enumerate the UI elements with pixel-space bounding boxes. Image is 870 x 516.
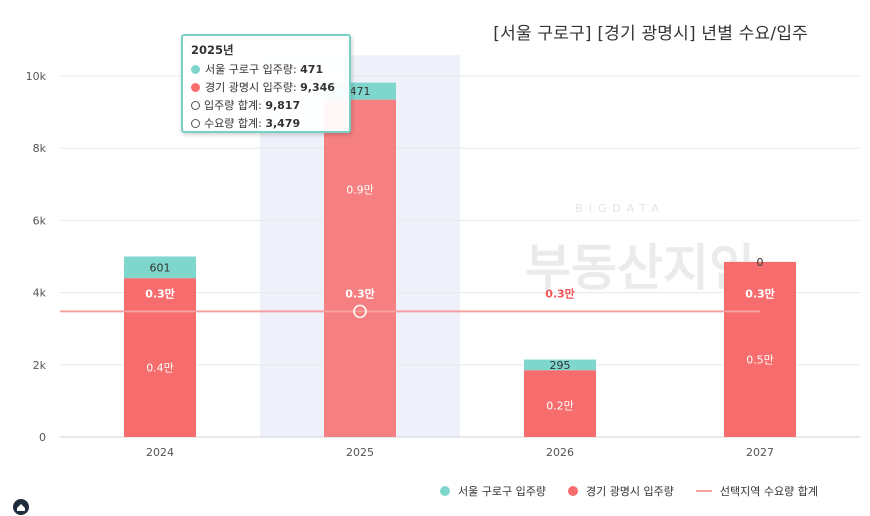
demand-point-label: 0.3만 bbox=[545, 286, 575, 300]
red-dot-icon bbox=[567, 486, 578, 496]
tooltip-row-gyeonggi: 경기 광명시 입주량: 9,346 bbox=[191, 79, 341, 97]
x-tick-label: 2025 bbox=[346, 446, 374, 459]
tooltip-value: 471 bbox=[300, 63, 324, 76]
tooltip-row-supply-total: 입주량 합계: 9,817 bbox=[191, 97, 341, 115]
tooltip-header: 2025년 bbox=[191, 43, 234, 57]
legend-item-seoul[interactable]: 서울 구로구 입주량 bbox=[440, 483, 546, 499]
seoul-value-label: 0 bbox=[757, 256, 764, 269]
bar-gyeonggi bbox=[324, 99, 396, 437]
seoul-value-label: 295 bbox=[550, 359, 571, 372]
tooltip-row-seoul: 서울 구로구 입주량: 471 bbox=[191, 61, 341, 79]
bar-gyeonggi bbox=[124, 278, 196, 437]
teal-dot-icon bbox=[191, 65, 200, 74]
demand-point-label: 0.3만 bbox=[345, 286, 375, 300]
demand-point-label: 0.3만 bbox=[745, 286, 775, 300]
x-tick-label: 2026 bbox=[546, 446, 574, 459]
bar-seoul bbox=[124, 256, 196, 279]
legend-item-gyeonggi[interactable]: 경기 광명시 입주량 bbox=[567, 483, 674, 499]
tooltip: 2025년 서울 구로구 입주량: 471 경기 광명시 입주량: 9,346 … bbox=[181, 34, 351, 133]
tooltip-label: 입주량 합계: bbox=[204, 99, 266, 112]
ring-icon bbox=[191, 101, 200, 110]
legend-label: 선택지역 수요량 합계 bbox=[719, 485, 818, 498]
watermark: 부동산지인 bbox=[525, 239, 755, 297]
demand-point-label: 0.3만 bbox=[145, 286, 175, 300]
y-tick-label: 6k bbox=[33, 214, 47, 227]
teal-dot-icon bbox=[440, 486, 450, 496]
tooltip-label: 서울 구로구 입주량: bbox=[205, 63, 301, 76]
seoul-value-label: 601 bbox=[150, 261, 171, 274]
tooltip-value: 3,479 bbox=[265, 117, 301, 130]
seoul-value-label: 471 bbox=[350, 85, 371, 98]
y-tick-label: 4k bbox=[33, 287, 47, 300]
x-tick-label: 2024 bbox=[146, 446, 174, 459]
gyeonggi-value-label: 0.2만 bbox=[546, 400, 574, 413]
gyeonggi-value-label: 0.5만 bbox=[746, 353, 774, 366]
legend-item-demand[interactable]: 선택지역 수요량 합계 bbox=[695, 483, 818, 499]
y-tick-label: 8k bbox=[33, 142, 47, 155]
demand-hover-marker bbox=[353, 304, 367, 319]
legend-label: 경기 광명시 입주량 bbox=[585, 485, 674, 498]
red-dot-icon bbox=[191, 83, 200, 92]
legend-label: 서울 구로구 입주량 bbox=[458, 485, 546, 498]
gyeonggi-value-label: 0.9만 bbox=[346, 184, 374, 197]
tooltip-row-demand-total: 수요량 합계: 3,479 bbox=[191, 115, 341, 133]
gyeonggi-value-label: 0.4만 bbox=[146, 362, 174, 375]
watermark-small: BIGDATA bbox=[575, 202, 665, 215]
bar-gyeonggi bbox=[524, 370, 596, 437]
tooltip-label: 경기 광명시 입주량: bbox=[205, 81, 301, 94]
tooltip-value: 9,817 bbox=[265, 99, 301, 112]
tooltip-value: 9,346 bbox=[300, 81, 335, 94]
chart-title: [서울 구로구] [경기 광명시] 년별 수요/입주 bbox=[493, 24, 808, 44]
ring-icon bbox=[191, 119, 200, 128]
tooltip-label: 수요량 합계: bbox=[204, 117, 266, 130]
bar-gyeonggi bbox=[724, 261, 796, 437]
site-logo-icon bbox=[13, 499, 29, 515]
legend: 서울 구로구 입주량 경기 광명시 입주량 선택지역 수요량 합계 bbox=[440, 482, 840, 500]
bar-seoul bbox=[524, 359, 596, 371]
y-tick-label: 10k bbox=[26, 70, 47, 83]
x-tick-label: 2027 bbox=[746, 446, 774, 459]
y-tick-label: 2k bbox=[33, 359, 47, 372]
pink-line-icon bbox=[695, 490, 712, 492]
y-tick-label: 0 bbox=[39, 431, 46, 444]
